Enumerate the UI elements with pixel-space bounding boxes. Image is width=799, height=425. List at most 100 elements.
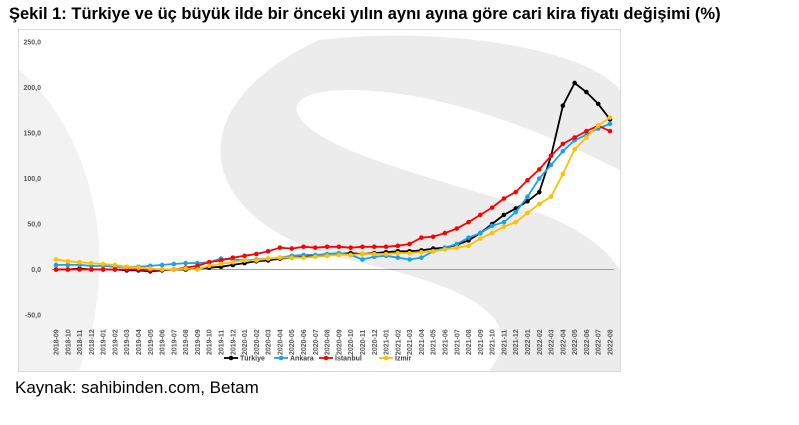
data-point — [454, 241, 460, 247]
data-point — [572, 135, 577, 140]
data-point — [242, 258, 247, 263]
data-point — [525, 210, 530, 216]
x-tick-label: 2022-03 — [549, 329, 556, 355]
data-point — [430, 234, 436, 240]
data-point — [560, 103, 566, 108]
data-point — [195, 263, 200, 269]
data-point — [383, 251, 389, 257]
data-point — [265, 249, 271, 254]
data-point — [513, 219, 519, 225]
data-point — [65, 262, 71, 268]
x-tick-label: 2022-04 — [560, 329, 567, 355]
data-point — [171, 261, 177, 267]
data-point — [548, 194, 554, 199]
data-point — [100, 267, 106, 272]
data-point — [77, 267, 82, 272]
data-point — [466, 235, 471, 240]
data-point — [419, 255, 424, 260]
data-point — [607, 121, 613, 127]
data-point — [53, 262, 59, 268]
legend: Türkiye Ankara İstanbul İzmir — [224, 355, 412, 363]
data-point — [525, 194, 530, 199]
x-tick-label: 2019-12 — [230, 329, 237, 355]
x-tick-label: 2018-11 — [77, 330, 84, 355]
data-point — [395, 243, 401, 249]
data-point — [572, 80, 577, 86]
x-axis: 2018-09 2018-10 2018-11 2018-12 2019-01 2019-… — [52, 269, 615, 355]
data-point — [395, 255, 401, 260]
data-point — [454, 226, 460, 231]
y-tick-label: 0,0 — [31, 267, 41, 274]
x-tick-label: 2018-09 — [54, 329, 61, 355]
x-tick-label: 2019-04 — [136, 329, 143, 355]
data-point — [65, 267, 71, 272]
data-point — [348, 252, 353, 258]
data-point — [265, 256, 271, 261]
x-tick-label: 2021-06 — [442, 329, 449, 355]
data-point — [183, 266, 188, 271]
data-point — [525, 178, 530, 183]
data-point — [501, 196, 507, 201]
data-point — [595, 123, 601, 129]
x-tick-label: 2019-05 — [148, 329, 155, 355]
legend-label: İstanbul — [335, 355, 362, 363]
data-point — [536, 176, 542, 181]
data-point — [371, 244, 377, 250]
data-point — [489, 205, 495, 210]
data-point — [171, 267, 177, 272]
data-point — [607, 115, 613, 120]
x-tick-label: 2021-04 — [419, 329, 426, 355]
x-tick-label: 2021-07 — [454, 329, 461, 355]
data-point — [301, 244, 306, 250]
x-tick-label: 2021-03 — [407, 329, 414, 355]
legend-swatch-marker — [383, 355, 389, 361]
data-point — [301, 255, 306, 260]
data-point — [536, 201, 542, 207]
data-point — [230, 255, 236, 260]
data-point — [242, 253, 247, 259]
data-point — [289, 255, 295, 260]
data-point — [548, 153, 554, 159]
data-point — [584, 89, 589, 95]
chart-canvas: -50,0 0,0 50,0 100,0 150,0 200,0 250,0 2018-09… — [19, 35, 620, 371]
x-tick-label: 2020-10 — [348, 329, 355, 355]
data-point — [218, 261, 224, 267]
data-point — [371, 251, 377, 257]
x-tick-label: 2021-12 — [513, 329, 520, 355]
data-point — [584, 135, 589, 140]
x-tick-label: 2021-01 — [384, 329, 391, 355]
data-point — [501, 219, 507, 225]
x-tick-label: 2020-03 — [266, 329, 273, 355]
figure-title: Şekil 1: Türkiye ve üç büyük ilde bir ön… — [9, 5, 721, 23]
data-point — [442, 230, 448, 236]
x-tick-label: 2020-11 — [360, 330, 367, 355]
x-tick-label: 2019-09 — [195, 329, 202, 355]
data-point — [501, 224, 507, 230]
data-point — [336, 244, 342, 250]
x-tick-label: 2021-10 — [490, 329, 497, 355]
data-point — [324, 253, 330, 259]
data-point — [536, 189, 542, 195]
data-point — [489, 230, 495, 236]
data-point — [89, 260, 94, 266]
y-tick-label: 250,0 — [23, 40, 41, 47]
x-tick-label: 2020-07 — [313, 329, 320, 355]
data-point — [206, 259, 212, 265]
data-point — [454, 245, 460, 250]
data-point — [65, 259, 71, 264]
x-tick-label: 2018-10 — [65, 329, 72, 355]
legend-item: Türkiye — [224, 356, 265, 363]
data-point — [478, 236, 483, 241]
data-point — [360, 244, 365, 250]
x-tick-label: 2018-12 — [89, 329, 96, 355]
data-point — [230, 259, 236, 265]
legend-label: Türkiye — [240, 356, 265, 363]
data-point — [89, 267, 94, 272]
x-tick-label: 2019-03 — [124, 329, 131, 355]
legend-item: Ankara — [274, 356, 314, 363]
series-i-zmir — [53, 115, 613, 272]
x-tick-label: 2020-08 — [325, 329, 332, 355]
x-tick-label: 2019-01 — [101, 329, 108, 355]
data-point — [478, 230, 483, 236]
data-point — [466, 219, 471, 225]
